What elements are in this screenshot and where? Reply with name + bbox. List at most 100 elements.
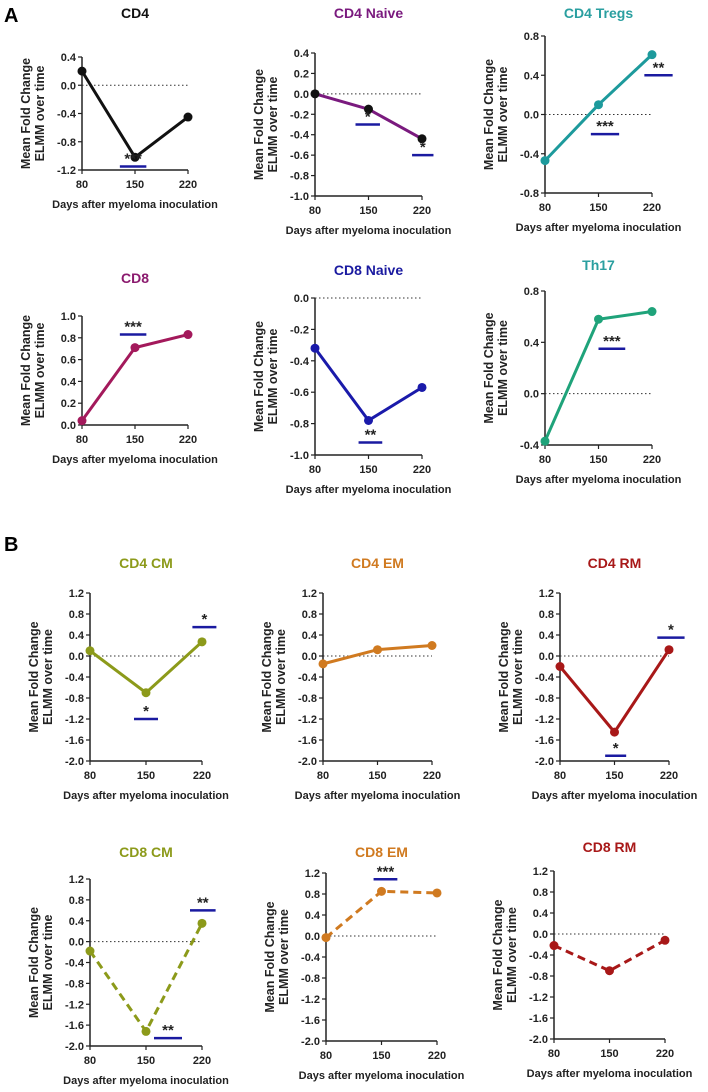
x-tick-label: 80 [309,464,321,476]
y-tick-label: -2.0 [65,1041,84,1053]
y-tick-label: 0.4 [294,48,310,60]
y-tick-label: 0.8 [524,286,539,298]
y-tick-label: -0.8 [290,419,309,431]
series-line [543,310,653,442]
chart-title: CD8 [121,270,149,286]
data-point [594,314,603,324]
data-point [660,935,670,945]
y-tick-label: 0.4 [524,337,540,349]
y-tick-label: -1.2 [535,714,554,726]
y-tick-label: -0.8 [65,978,84,990]
y-axis-label: Mean Fold Change [252,69,266,180]
data-point [85,646,95,656]
x-axis-label: Days after myeloma inoculation [516,222,682,234]
data-point [130,343,140,353]
y-tick-label: -1.6 [298,735,317,747]
y-axis-label: ELMM over time [496,320,510,416]
significance-stars: * [668,622,674,639]
y-axis-label: ELMM over time [41,915,55,1011]
y-tick-label: 0.0 [61,420,76,432]
data-point [594,100,603,110]
y-tick-label: 0.0 [61,80,76,92]
significance-stars: * [365,109,371,126]
x-tick-label: 80 [76,434,88,446]
panel-label-b: B [4,534,18,556]
x-axis-label: Days after myeloma inoculation [63,1075,229,1087]
subplot-th17: Th17 -0.4 0.0 0.4 0.8 80 150 220 Days after myel… [482,257,682,486]
y-tick-label: -1.0 [290,191,309,203]
x-tick-label: 80 [84,1055,96,1067]
y-tick-label: 0.0 [533,929,548,941]
data-point [605,966,614,976]
x-axis-label: Days after myeloma inoculation [286,225,452,237]
y-axis-label: ELMM over time [496,67,510,163]
y-tick-label: -1.2 [529,992,548,1004]
x-axis-label: Days after myeloma inoculation [286,484,452,496]
x-tick-label: 80 [539,454,551,466]
series-line [80,70,189,159]
y-tick-label: 0.8 [69,895,84,907]
y-tick-label: 1.2 [69,874,84,886]
series-line [313,347,423,422]
subplot-cd4-em: CD4 EM -2.0 -1.6 -1.2 -0.8 -0.4 0.0 0.4 0.8 1.2 80… [260,555,461,802]
data-point [130,152,140,162]
x-tick-label: 80 [76,179,88,191]
data-point [540,156,550,166]
y-tick-label: 0.0 [69,937,84,949]
y-tick-label: 0.8 [533,887,548,899]
x-tick-label: 220 [179,179,197,191]
subplot-cd4: CD4 -1.2 -0.8 -0.4 0.0 0.4 80 150 220 Days after … [19,5,218,211]
y-axis-label: ELMM over time [277,909,291,1005]
x-axis-label: Days after myeloma inoculation [63,790,229,802]
x-axis-label: Days after myeloma inoculation [532,790,698,802]
y-tick-label: -2.0 [529,1034,548,1046]
data-point [417,134,427,144]
chart-title: CD8 CM [119,844,173,860]
y-tick-label: 1.2 [69,588,84,600]
x-tick-label: 220 [179,434,197,446]
y-axis-label: ELMM over time [511,629,525,725]
y-tick-label: 0.0 [294,89,309,101]
y-axis-label: Mean Fold Change [27,621,41,732]
y-tick-label: 0.4 [524,70,540,82]
y-tick-label: -1.6 [65,735,84,747]
y-axis-label: Mean Fold Change [252,321,266,432]
significance-stars: ** [197,894,209,911]
series-line [88,922,204,1033]
y-tick-label: -0.4 [290,356,310,368]
y-tick-label: -0.4 [535,672,555,684]
y-tick-label: -0.4 [301,952,321,964]
y-axis-label: Mean Fold Change [19,58,33,169]
subplot-cd8-naive: CD8 Naive -1.0 -0.8 -0.6 -0.4 -0.2 0.0 80 150 220… [252,262,452,496]
chart-title: CD8 Naive [334,262,403,278]
y-axis-label: Mean Fold Change [27,907,41,1018]
subplot-cd8: CD8 0.0 0.2 0.4 0.6 0.8 1.0 80 150 220 Days after … [19,270,218,466]
y-axis-label: ELMM over time [266,329,280,425]
x-tick-label: 150 [372,1050,390,1062]
x-tick-label: 220 [660,770,678,782]
y-tick-label: -0.4 [65,958,85,970]
x-tick-label: 150 [137,770,155,782]
y-axis-label: Mean Fold Change [260,621,274,732]
y-tick-label: -1.6 [65,1020,84,1032]
x-tick-label: 80 [84,770,96,782]
data-point [417,382,427,392]
y-tick-label: 1.2 [305,868,320,880]
data-point [85,946,95,956]
y-tick-label: -0.4 [520,440,540,452]
x-tick-label: 150 [126,179,144,191]
x-tick-label: 220 [413,205,431,217]
x-tick-label: 150 [359,464,377,476]
y-tick-label: 0.0 [305,931,320,943]
significance-stars: *** [124,150,142,167]
y-tick-label: -1.6 [301,1015,320,1027]
y-tick-label: -2.0 [65,756,84,768]
chart-title: CD4 [121,5,149,21]
significance-stars: *** [596,118,614,135]
x-tick-label: 80 [317,770,329,782]
y-tick-label: -0.8 [57,137,76,149]
y-tick-label: -1.2 [301,994,320,1006]
x-axis-label: Days after myeloma inoculation [516,474,682,486]
y-axis-label: ELMM over time [33,66,47,162]
x-tick-label: 80 [320,1050,332,1062]
